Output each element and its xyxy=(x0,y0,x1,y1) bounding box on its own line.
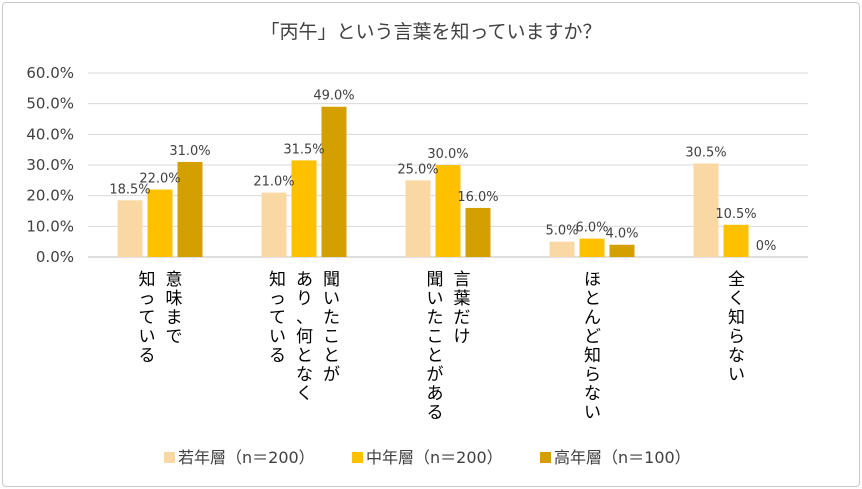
bar xyxy=(147,189,173,257)
data-label: 31.5% xyxy=(283,142,324,157)
data-label: 5.0% xyxy=(545,224,578,239)
y-tick-label: 10.0% xyxy=(26,217,74,235)
category-label: 意味まで xyxy=(166,270,183,347)
y-tick-label: 40.0% xyxy=(26,125,74,143)
gridlines xyxy=(88,72,808,258)
bars xyxy=(117,106,749,257)
legend-label: 中年層（n＝200） xyxy=(366,448,503,467)
y-tick-label: 0.0% xyxy=(36,248,74,266)
legend-label: 高年層（n＝100） xyxy=(554,448,691,467)
bar xyxy=(261,192,287,257)
y-tick-label: 20.0% xyxy=(26,187,74,205)
legend-swatch xyxy=(540,452,551,463)
data-label: 31.0% xyxy=(169,144,210,159)
bar xyxy=(321,106,347,257)
y-tick-label: 60.0% xyxy=(26,64,74,82)
y-tick-label: 50.0% xyxy=(26,95,74,113)
category-label: ほとんど知らない xyxy=(584,270,601,423)
category-label: 聞いたことがある xyxy=(427,270,444,423)
data-label: 6.0% xyxy=(575,221,608,236)
bar xyxy=(435,165,461,257)
bar xyxy=(723,224,749,257)
bar xyxy=(549,241,575,257)
legend: 若年層（n＝200） 中年層（n＝200） 高年層（n＝100） xyxy=(164,448,691,467)
data-label: 30.5% xyxy=(685,145,726,160)
category-label: 言葉だけ xyxy=(454,270,471,347)
data-label: 10.5% xyxy=(715,207,756,222)
legend-swatch xyxy=(352,452,363,463)
bar xyxy=(609,244,635,257)
data-label: 18.5% xyxy=(109,182,150,197)
data-label: 0% xyxy=(756,239,777,254)
bar xyxy=(693,163,719,257)
data-label: 25.0% xyxy=(397,162,438,177)
bar xyxy=(579,238,605,257)
bar xyxy=(291,160,317,257)
y-axis: 0.0% 10.0% 20.0% 30.0% 40.0% 50.0% 60.0% xyxy=(26,64,74,266)
data-label: 49.0% xyxy=(313,89,354,104)
data-label: 30.0% xyxy=(427,147,468,162)
legend-label: 若年層（n＝200） xyxy=(178,448,315,467)
legend-swatch xyxy=(164,452,175,463)
category-label: 聞いたことが xyxy=(323,270,340,385)
chart-title: 「丙午」という言葉を知っていますか？ xyxy=(260,21,601,43)
category-label: あり、何となく xyxy=(296,270,313,404)
data-label: 21.0% xyxy=(253,175,294,190)
category-labels: 意味まで知っている聞いたことがあり、何となく知っている言葉だけ聞いたことがあるほ… xyxy=(139,270,746,423)
bar xyxy=(177,161,203,257)
bar xyxy=(465,207,491,257)
data-label: 22.0% xyxy=(139,172,180,187)
data-label: 4.0% xyxy=(605,227,638,242)
bar xyxy=(405,180,431,257)
data-labels: 18.5%22.0% 31.0% 21.0% 31.5% 49.0% 25.0%30.0%… xyxy=(109,89,776,254)
category-label: 知っている xyxy=(269,270,286,366)
bar xyxy=(117,200,143,257)
category-label: 知っている xyxy=(139,270,156,366)
y-tick-label: 30.0% xyxy=(26,156,74,174)
category-label: 全く知らない xyxy=(728,270,745,385)
data-label: 16.0% xyxy=(457,190,498,205)
